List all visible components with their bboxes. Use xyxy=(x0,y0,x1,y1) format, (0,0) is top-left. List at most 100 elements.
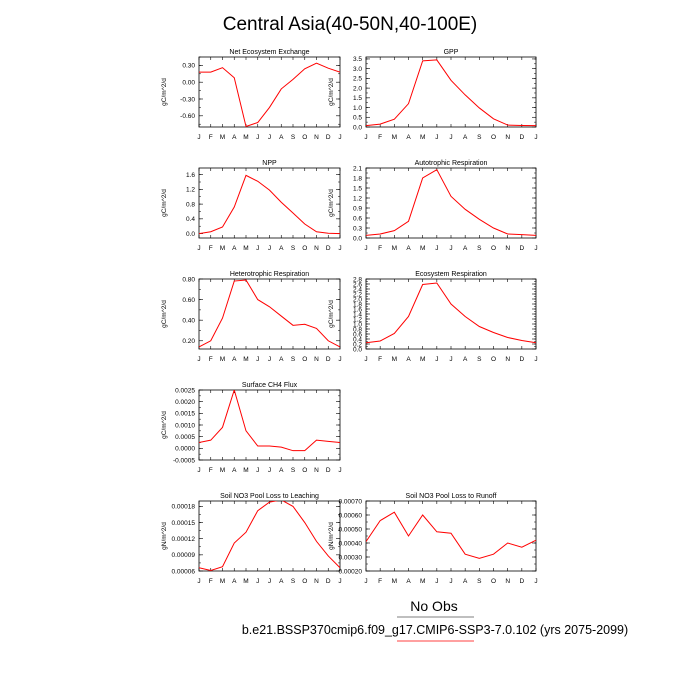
x-tick-label: N xyxy=(314,356,319,363)
x-tick-label: A xyxy=(406,356,411,363)
x-tick-label: O xyxy=(491,578,496,585)
y-tick-label: 0.8 xyxy=(353,326,362,333)
x-tick-label: S xyxy=(291,578,296,585)
x-tick-label: J xyxy=(256,134,259,141)
x-tick-label: D xyxy=(326,134,331,141)
x-tick-label: M xyxy=(420,356,425,363)
x-tick-label: S xyxy=(291,356,296,363)
y-tick-label: 0.0025 xyxy=(175,387,195,394)
y-tick-label: 0.00009 xyxy=(172,552,196,559)
x-tick-label: J xyxy=(449,356,452,363)
x-tick-label: J xyxy=(364,356,367,363)
y-tick-label: 0.80 xyxy=(182,276,195,283)
y-tick-label: 0.30 xyxy=(182,63,195,70)
x-tick-label: O xyxy=(302,356,307,363)
panel-title: GPP xyxy=(444,49,459,56)
x-tick-label: M xyxy=(220,578,225,585)
x-tick-label: D xyxy=(519,134,524,141)
panel-title: Soil NO3 Pool Loss to Leaching xyxy=(220,493,319,500)
x-tick-label: J xyxy=(197,467,200,474)
series-line xyxy=(199,174,340,235)
y-tick-label: 0.0015 xyxy=(175,411,195,418)
x-tick-label: D xyxy=(326,356,331,363)
y-tick-label: 0.0 xyxy=(353,235,362,242)
series-line xyxy=(199,390,340,452)
x-tick-label: A xyxy=(232,467,237,474)
y-tick-label: 0.00012 xyxy=(172,536,196,543)
x-tick-label: J xyxy=(268,578,271,585)
x-tick-label: N xyxy=(314,134,319,141)
x-tick-label: J xyxy=(435,578,438,585)
y-tick-label: 1.5 xyxy=(353,95,362,102)
x-tick-label: D xyxy=(519,245,524,252)
y-tick-label: 1.2 xyxy=(186,187,195,194)
y-tick-label: 0.2 xyxy=(353,341,362,348)
x-tick-label: M xyxy=(220,356,225,363)
y-tick-label: 1.6 xyxy=(186,172,195,179)
x-tick-label: J xyxy=(449,134,452,141)
y-tick-label: 2.2 xyxy=(353,291,362,298)
y-tick-label: 0.0 xyxy=(186,231,195,238)
x-tick-label: S xyxy=(477,134,482,141)
x-tick-label: J xyxy=(338,467,341,474)
x-tick-label: A xyxy=(232,356,237,363)
series-line xyxy=(366,282,536,344)
x-tick-label: O xyxy=(491,356,496,363)
x-tick-label: A xyxy=(463,578,468,585)
y-tick-label: 1.2 xyxy=(353,195,362,202)
figure-title: Central Asia(40-50N,40-100E) xyxy=(223,14,478,35)
x-tick-label: S xyxy=(477,578,482,585)
x-tick-label: J xyxy=(256,356,259,363)
panel-title: Soil NO3 Pool Loss to Runoff xyxy=(406,493,497,500)
x-tick-label: D xyxy=(326,467,331,474)
y-axis-label: gC/m^2/d xyxy=(328,189,335,217)
plot-frame xyxy=(198,278,341,350)
x-tick-label: J xyxy=(534,245,537,252)
x-tick-label: J xyxy=(268,134,271,141)
x-tick-label: N xyxy=(314,467,319,474)
y-tick-label: 0.00020 xyxy=(339,568,363,575)
x-tick-label: A xyxy=(279,467,284,474)
x-tick-label: D xyxy=(519,578,524,585)
panel-title: Net Ecosystem Exchange xyxy=(229,49,309,56)
x-tick-label: A xyxy=(406,245,411,252)
y-tick-label: 0.0005 xyxy=(175,434,195,441)
x-tick-label: M xyxy=(420,134,425,141)
y-tick-label: 2.8 xyxy=(353,276,362,283)
x-tick-label: J xyxy=(364,578,367,585)
y-axis-label: gC/m^2/d xyxy=(161,300,168,328)
legend-obs-label: No Obs xyxy=(410,598,457,614)
y-tick-label: 0.0 xyxy=(353,124,362,131)
y-tick-label: 2.4 xyxy=(353,286,362,293)
y-tick-label: 0.00070 xyxy=(339,498,363,505)
x-tick-label: A xyxy=(463,356,468,363)
y-tick-label: 1.5 xyxy=(353,185,362,192)
x-tick-label: A xyxy=(463,134,468,141)
y-tick-label: 0.0010 xyxy=(175,422,195,429)
x-tick-label: D xyxy=(326,245,331,252)
x-tick-label: O xyxy=(491,245,496,252)
panel-title: Autotrophic Respiration xyxy=(415,160,488,167)
x-tick-label: A xyxy=(406,134,411,141)
x-tick-label: M xyxy=(420,578,425,585)
x-tick-label: F xyxy=(209,578,213,585)
y-axis-label: gC/m^2/d xyxy=(328,300,335,328)
x-tick-label: J xyxy=(338,578,341,585)
x-tick-label: O xyxy=(491,134,496,141)
y-tick-label: 0.00030 xyxy=(339,554,363,561)
y-tick-label: 0.0020 xyxy=(175,399,195,406)
x-tick-label: J xyxy=(338,134,341,141)
y-tick-label: 2.1 xyxy=(353,165,362,172)
x-tick-label: M xyxy=(392,356,397,363)
panel-title: Heterotrophic Respiration xyxy=(230,271,309,278)
x-tick-label: J xyxy=(449,245,452,252)
y-tick-label: 3.5 xyxy=(353,56,362,63)
y-tick-label: 0.20 xyxy=(182,338,195,345)
x-tick-label: M xyxy=(243,245,248,252)
x-tick-label: J xyxy=(197,356,200,363)
x-tick-label: S xyxy=(291,134,296,141)
